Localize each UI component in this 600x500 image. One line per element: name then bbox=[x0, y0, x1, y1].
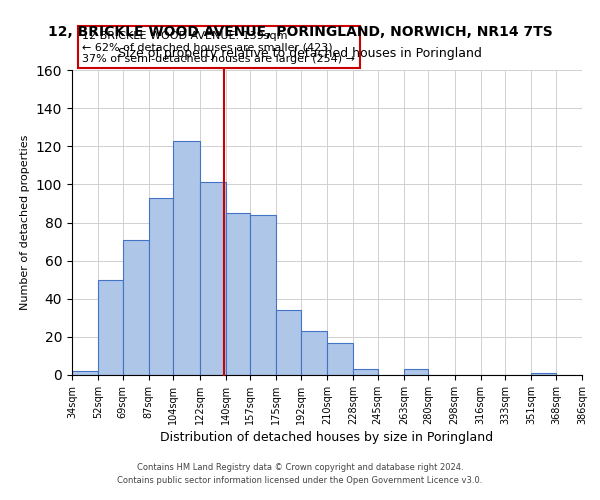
Bar bbox=[72, 371, 98, 375]
Bar bbox=[353, 370, 378, 375]
Bar bbox=[149, 198, 173, 375]
Bar bbox=[200, 182, 226, 375]
Bar bbox=[276, 310, 301, 375]
Text: 12 BRICKLE WOOD AVENUE: 139sqm
← 62% of detached houses are smaller (423)
37% of: 12 BRICKLE WOOD AVENUE: 139sqm ← 62% of … bbox=[82, 30, 355, 64]
Text: 12, BRICKLE WOOD AVENUE, PORINGLAND, NORWICH, NR14 7TS: 12, BRICKLE WOOD AVENUE, PORINGLAND, NOR… bbox=[47, 25, 553, 39]
Text: Size of property relative to detached houses in Poringland: Size of property relative to detached ho… bbox=[118, 48, 482, 60]
Bar bbox=[327, 342, 353, 375]
Y-axis label: Number of detached properties: Number of detached properties bbox=[20, 135, 30, 310]
X-axis label: Distribution of detached houses by size in Poringland: Distribution of detached houses by size … bbox=[160, 431, 494, 444]
Bar bbox=[250, 215, 276, 375]
Bar bbox=[173, 140, 200, 375]
Bar bbox=[531, 373, 556, 375]
Bar bbox=[301, 331, 327, 375]
Bar bbox=[226, 213, 250, 375]
Text: Contains HM Land Registry data © Crown copyright and database right 2024.
Contai: Contains HM Land Registry data © Crown c… bbox=[118, 464, 482, 485]
Bar bbox=[98, 280, 123, 375]
Bar bbox=[123, 240, 149, 375]
Bar bbox=[404, 370, 428, 375]
